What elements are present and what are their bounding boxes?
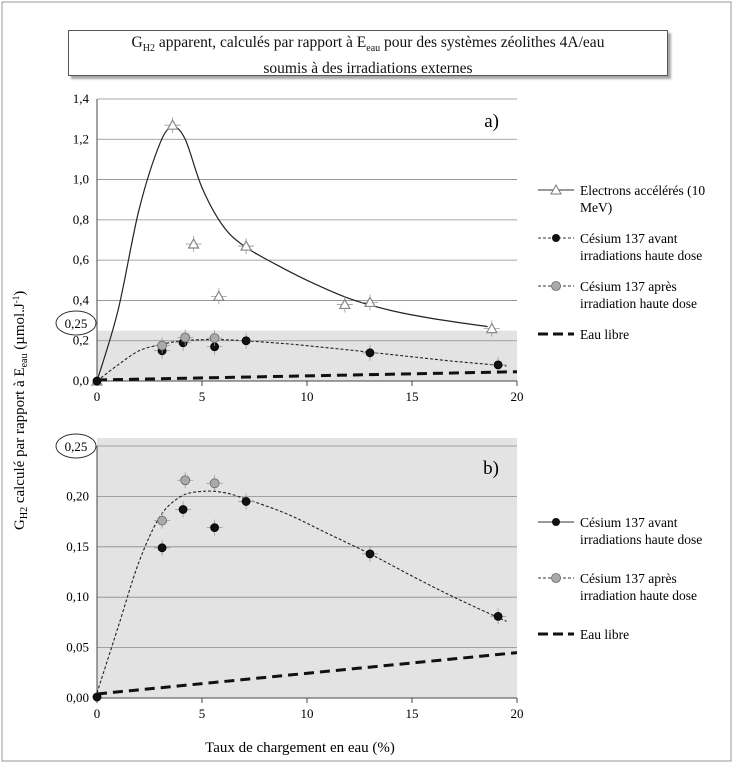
x-tick-label: 5	[199, 706, 206, 721]
data-point-triangle	[212, 290, 225, 301]
legend-label-line1: Electrons accélérés (10	[580, 183, 705, 198]
data-point-gray	[180, 332, 191, 343]
legend-label-line2: irradiation haute dose	[580, 588, 697, 603]
data-point-gray	[180, 475, 191, 486]
x-tick-label: 10	[301, 706, 314, 721]
data-point-black	[157, 543, 167, 553]
shaded-region	[97, 438, 517, 698]
series-curve	[96, 339, 507, 382]
y-tick-label: 0,0	[73, 373, 89, 388]
data-point-gray	[157, 340, 168, 351]
data-point-triangle	[338, 298, 351, 310]
y-tick-label: 0,10	[66, 589, 89, 604]
y-tick-label: 0,20	[66, 488, 89, 503]
shaded-band	[97, 330, 517, 381]
legend-label-line2: irradiations haute dose	[580, 248, 702, 263]
legend-label-line2: MeV)	[580, 200, 612, 215]
y-tick-label: 0,6	[73, 252, 90, 267]
data-point-triangle	[166, 118, 179, 130]
x-tick-label: 15	[406, 389, 419, 404]
legend-b: Césium 137 avant irradiations haute dose C…	[538, 515, 702, 642]
legend-marker-triangle	[550, 183, 562, 195]
data-point-black	[365, 549, 375, 559]
panel-a: 0,0 0,2 0,4 0,6 0,8 1,0 1,2 1,4 0 5 10 15 20 a) 0,25	[55, 91, 524, 404]
panel-label: a)	[484, 111, 499, 132]
y-tick-label: 0,4	[73, 292, 90, 307]
chart-title-line2: soumis à des irradiations externes	[263, 60, 473, 78]
legend-label-line1: Césium 137 avant	[580, 515, 678, 530]
data-point-triangle	[187, 237, 200, 249]
data-point-black	[493, 360, 503, 370]
highlight-label: 0,25	[65, 439, 88, 454]
data-point-black	[241, 336, 251, 346]
x-tick-label: 0	[94, 706, 101, 721]
x-tick-label: 15	[406, 706, 419, 721]
x-tick-label: 0	[94, 389, 101, 404]
legend-label-line1: Césium 137 avant	[580, 231, 678, 246]
legend-label-line2: irradiations haute dose	[580, 532, 702, 547]
data-point-gray	[157, 515, 168, 526]
chart-title-line1: GH2 apparent, calculés par rapport à Eea…	[131, 34, 605, 55]
y-tick-label: 0,00	[66, 690, 89, 705]
data-point-gray	[209, 333, 220, 343]
data-point-triangle	[240, 239, 253, 251]
legend-label-line1: Césium 137 après	[580, 571, 677, 586]
legend-label-line1: Eau libre	[580, 327, 629, 342]
data-point-triangle	[363, 296, 377, 308]
chart-title: GH2 apparent, calculés par rapport à Eea…	[68, 30, 668, 78]
legend-a: Electrons accélérés (10 MeV) Césium 137 av…	[538, 183, 705, 342]
data-point-black	[210, 523, 220, 533]
y-tick-label: 0,2	[73, 333, 89, 348]
data-point-black	[178, 505, 188, 514]
x-tick-label: 5	[199, 389, 206, 404]
data-point-triangle	[485, 322, 498, 334]
data-point-black	[493, 611, 503, 621]
panel-label: b)	[483, 458, 499, 479]
y-tick-label: 1,2	[73, 131, 89, 146]
y-tick-label: 0,05	[66, 640, 89, 655]
x-tick-label: 20	[511, 706, 524, 721]
y-tick-label: 1,4	[73, 91, 90, 106]
data-point-black	[365, 348, 375, 358]
x-tick-label: 20	[511, 389, 524, 404]
legend-label-line2: irradiation haute dose	[580, 296, 697, 311]
y-tick-label: 1,0	[73, 172, 89, 187]
legend-label-line1: Eau libre	[580, 627, 629, 642]
y-axis-title: GH2 calculé par rapport à Eeau (µmol.J-1…	[11, 291, 30, 530]
legend-marker-gray	[551, 281, 561, 291]
highlight-oval	[55, 310, 97, 336]
x-axis-title: Taux de chargement en eau (%)	[205, 740, 395, 756]
y-tick-label: 0,8	[73, 212, 89, 227]
legend-label-line1: Césium 137 après	[580, 279, 677, 294]
legend-marker-black	[552, 518, 560, 526]
highlight-oval	[55, 433, 97, 459]
legend-marker-gray	[551, 573, 561, 583]
series-line-eau-libre	[96, 370, 518, 382]
panel-b: 0,000,050,100,150,200,2505101520b)0,25	[55, 433, 524, 721]
series-curve	[96, 490, 507, 694]
highlight-label: 0,25	[65, 316, 88, 331]
data-point-black	[241, 497, 251, 506]
x-tick-label: 10	[301, 389, 314, 404]
data-point-gray	[209, 478, 220, 489]
legend-marker-black	[552, 234, 560, 242]
y-tick-label: 0,15	[66, 539, 89, 554]
series-line-eau-libre	[96, 651, 518, 696]
